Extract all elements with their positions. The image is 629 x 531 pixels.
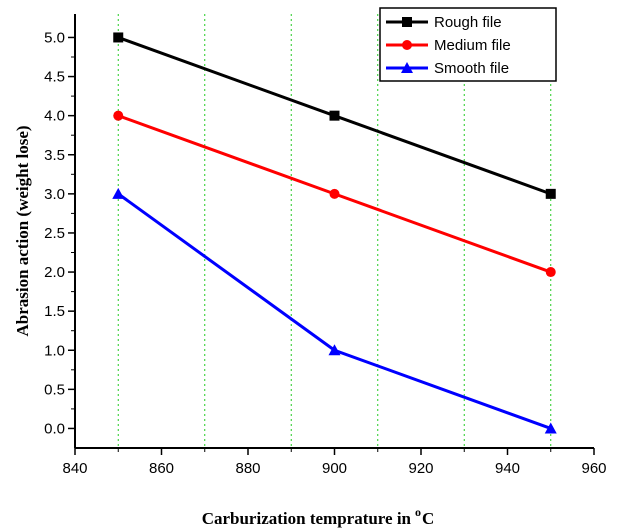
x-tick-label-880: 880 xyxy=(235,460,260,477)
x-axis-title-sup: o xyxy=(415,505,421,519)
y-tick-label-2: 2.0 xyxy=(44,264,65,281)
x-axis-title-main: Carburization temprature in xyxy=(202,509,412,528)
y-tick-label-1.5: 1.5 xyxy=(44,303,65,320)
y-tick-label-4.5: 4.5 xyxy=(44,69,65,86)
axis-ticks: 840 860 880 900 920 940 960 0.0 0.5 1.0 1.5 2.0 2.5 3… xyxy=(44,29,606,477)
x-tick-label-920: 920 xyxy=(408,460,433,477)
legend-marker-smooth-file xyxy=(401,62,413,73)
legend-label-medium-file: Medium file xyxy=(434,37,511,54)
data-point-medium-file-0 xyxy=(113,110,124,121)
legend-label-rough-file: Rough file xyxy=(434,14,502,31)
x-axis-title: Carburization temprature in oC xyxy=(202,505,435,528)
y-tick-label-3: 3.0 xyxy=(44,186,65,203)
y-axis-title: Abrasion action (weight lose) xyxy=(13,125,32,336)
grid-lines xyxy=(117,14,552,448)
x-tick-label-900: 900 xyxy=(322,460,347,477)
y-tick-label-0: 0.0 xyxy=(44,420,65,437)
data-point-rough-file-0 xyxy=(113,32,124,43)
legend-label-smooth-file: Smooth file xyxy=(434,60,509,77)
series-line-smooth-file xyxy=(117,192,552,430)
legend-marker-rough-file xyxy=(402,17,412,27)
y-tick-label-3.5: 3.5 xyxy=(44,147,65,164)
y-tick-label-4: 4.0 xyxy=(44,108,65,125)
y-tick-label-0.5: 0.5 xyxy=(44,381,65,398)
data-point-smooth-file-0 xyxy=(112,187,125,199)
x-tick-label-940: 940 xyxy=(495,460,520,477)
x-tick-label-840: 840 xyxy=(62,460,87,477)
x-tick-label-860: 860 xyxy=(149,460,174,477)
x-axis-title-unit: C xyxy=(422,509,434,528)
y-tick-label-5: 5.0 xyxy=(44,29,65,46)
data-point-medium-file-1 xyxy=(329,188,340,199)
y-tick-label-1: 1.0 xyxy=(44,342,65,359)
data-point-medium-file-2 xyxy=(545,267,556,278)
data-point-smooth-file-1 xyxy=(328,344,341,356)
legend-marker-medium-file xyxy=(402,40,412,50)
x-tick-label-960: 960 xyxy=(581,460,606,477)
data-point-rough-file-2 xyxy=(545,188,556,199)
y-tick-label-2.5: 2.5 xyxy=(44,225,65,242)
series xyxy=(112,32,557,434)
data-point-smooth-file-2 xyxy=(544,422,557,434)
data-point-rough-file-1 xyxy=(329,110,340,121)
legend: Rough file Medium file Smooth file xyxy=(379,7,557,82)
